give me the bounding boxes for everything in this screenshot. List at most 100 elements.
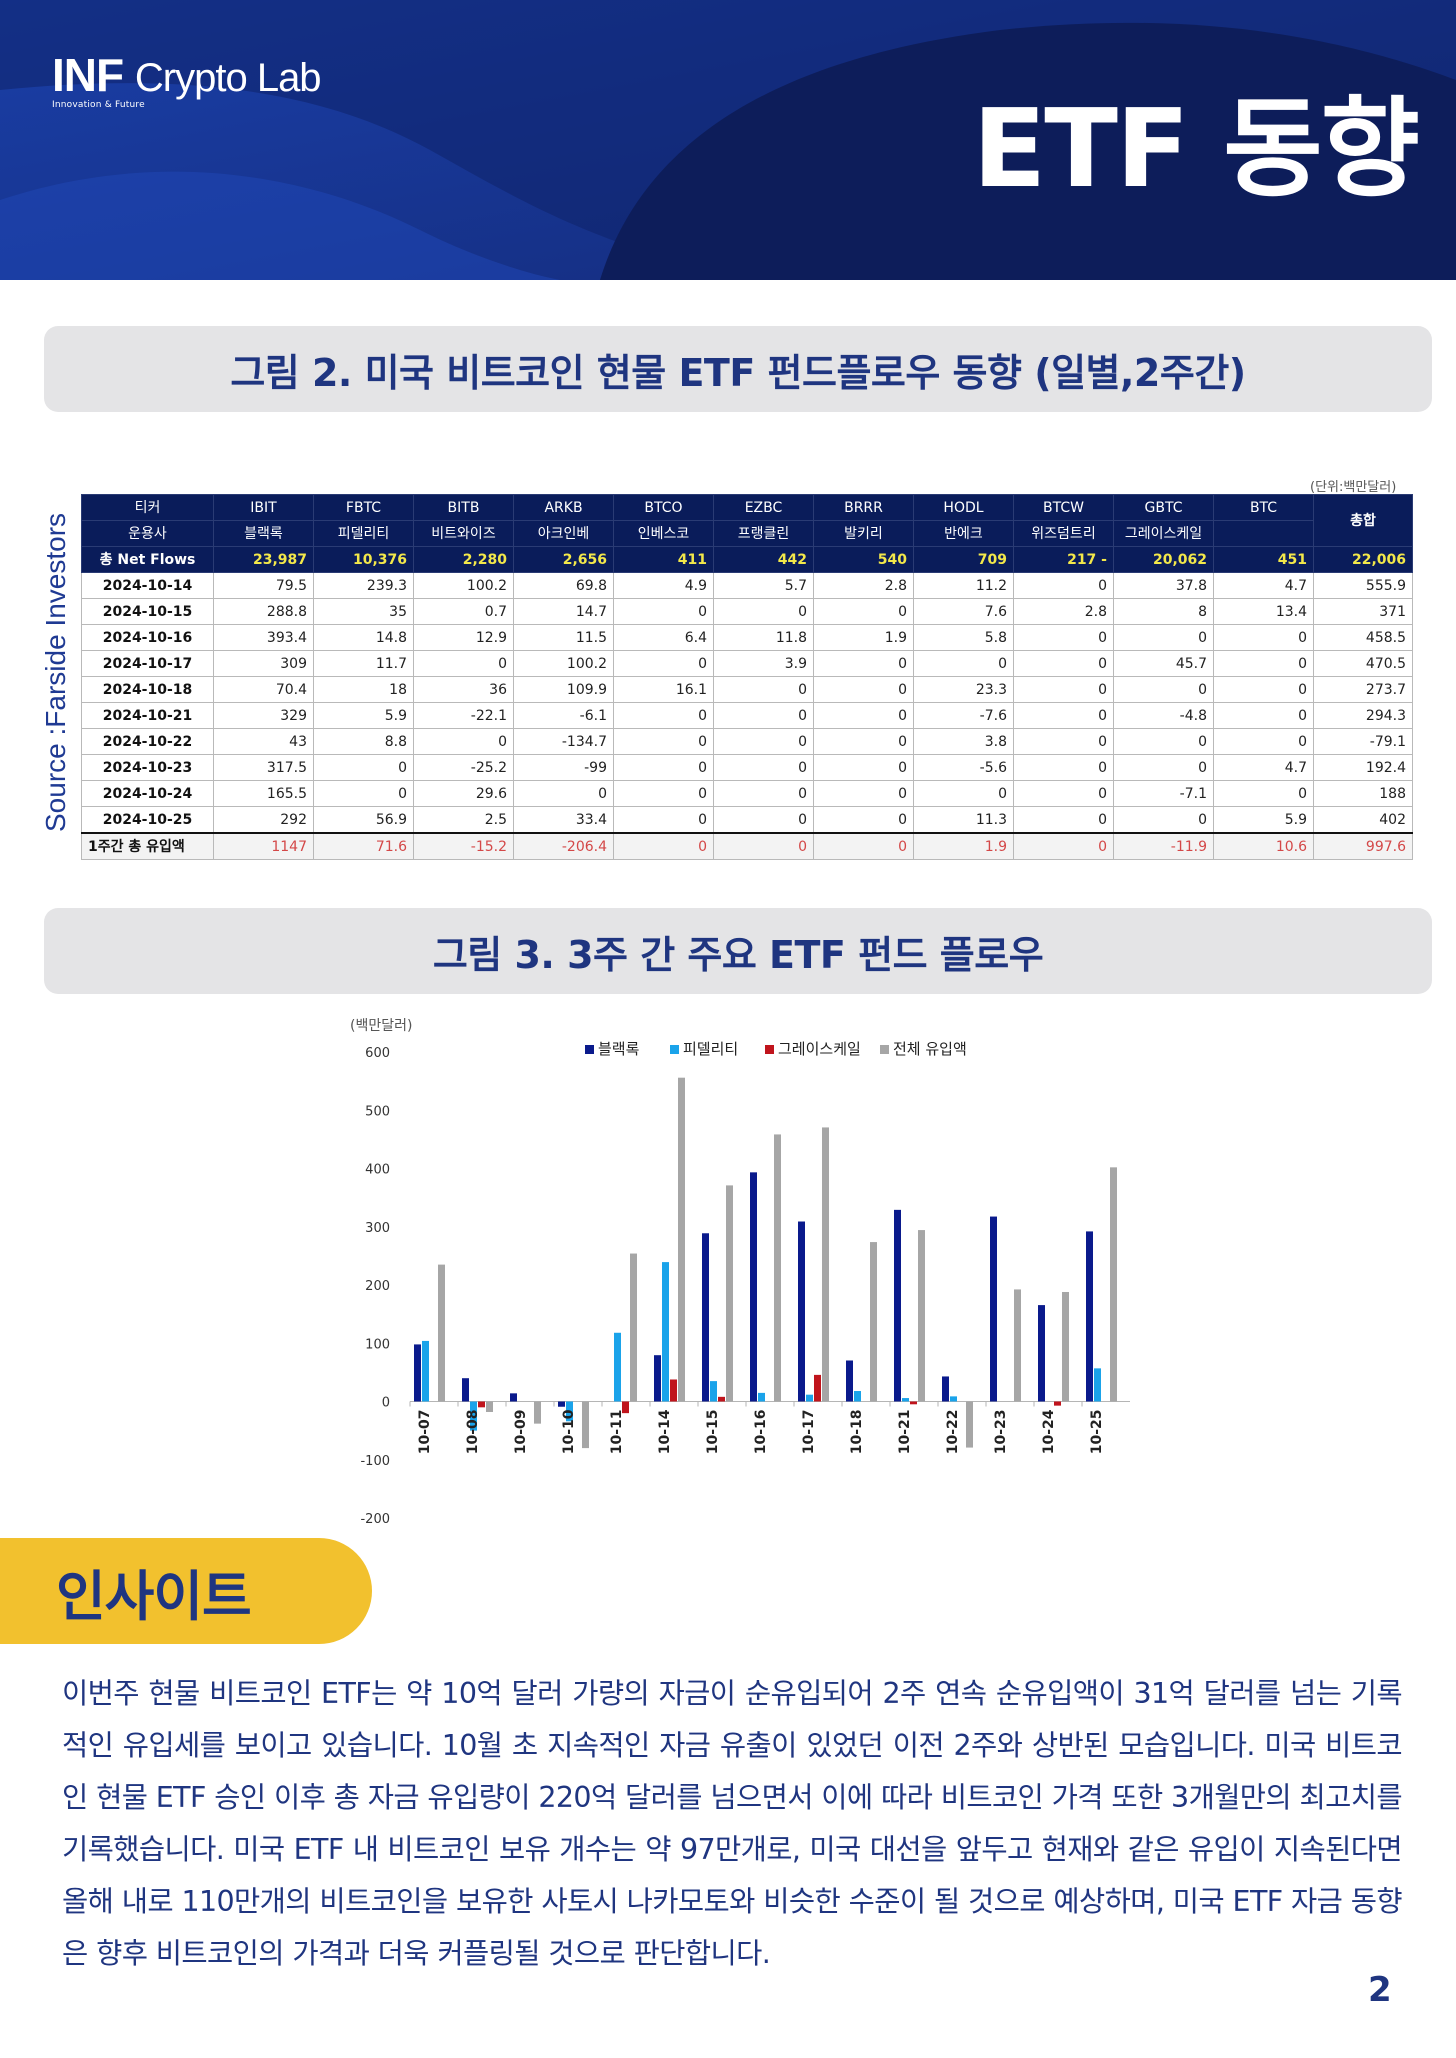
weekly-total-row: 1주간 총 유입액 1147 71.6 -15.2 -206.4 0 0 0 1.9 0 -11.…: [81, 832, 1413, 860]
table-cell: 11.8: [713, 624, 814, 651]
table-cell: 0: [613, 598, 714, 625]
table-cell: 0: [1213, 624, 1314, 651]
bar-블랙록: [990, 1216, 997, 1402]
table-cell: 56.9: [313, 806, 414, 834]
table-row: 2024-10-25 292 56.9 2.5 33.4 0 0 0 11.3 0 0 5.9 402: [81, 806, 1413, 834]
y-tick-label: 300: [365, 1221, 390, 1236]
legend-label: 피델리티: [683, 1040, 738, 1058]
table-cell: 100.2: [513, 650, 614, 677]
x-tick-label: 10-21: [897, 1410, 913, 1455]
y-tick-label: 400: [365, 1163, 390, 1178]
y-tick-label: 0: [382, 1396, 390, 1411]
ticker-header: ARKB: [513, 494, 614, 521]
ticker-header: FBTC: [313, 494, 414, 521]
insight-body: 이번주 현물 비트코인 ETF는 약 10억 달러 가량의 자금이 순유입되어 …: [62, 1677, 1403, 1970]
y-tick-label: 600: [365, 1046, 390, 1061]
bar-피델리티: [710, 1381, 717, 1402]
table-cell: -4.8: [1113, 702, 1214, 729]
x-tick-label: 10-09: [513, 1410, 529, 1455]
table-cell: 18: [313, 676, 414, 703]
insight-title: 인사이트: [56, 1564, 252, 1628]
table-cell: 37.8: [1113, 572, 1214, 599]
ticker-header: EZBC: [713, 494, 814, 521]
bar-피델리티: [422, 1340, 429, 1402]
bar-블랙록: [798, 1221, 805, 1402]
legend-label: 블랙록: [598, 1040, 640, 1058]
table-cell: 5.9: [313, 702, 414, 729]
bar-블랙록: [750, 1172, 757, 1402]
net-flow-value: 217 -: [1013, 546, 1114, 573]
table-cell: 4.9: [613, 572, 714, 599]
table-cell: 8.8: [313, 728, 414, 755]
table-cell: 0: [1113, 728, 1214, 755]
table-cell: 109.9: [513, 676, 614, 703]
bar-블랙록: [558, 1401, 565, 1407]
ticker-header: GBTC: [1113, 494, 1214, 521]
table-cell: -6.1: [513, 702, 614, 729]
issuer-header: 위즈덤트리: [1013, 520, 1114, 547]
table-cell: 3.8: [913, 728, 1014, 755]
page-title: ETF 동향: [972, 87, 1420, 212]
y-tick-label: -100: [360, 1454, 390, 1469]
table-row: 2024-10-23 317.5 0 -25.2 -99 0 0 0 -5.6 0 0 4.7 192.…: [81, 754, 1413, 781]
row-date: 2024-10-21: [81, 702, 214, 729]
bar-블랙록: [1038, 1305, 1045, 1402]
table-cell: 3.9: [713, 650, 814, 677]
table-row: 2024-10-14 79.5 239.3 100.2 69.8 4.9 5.7 2.8 11.…: [81, 572, 1413, 599]
bar-피델리티: [566, 1401, 573, 1422]
figure3-title-banner: 그림 3. 3주 간 주요 ETF 펀드 플로우: [44, 908, 1432, 994]
table-cell: 188: [1313, 780, 1413, 807]
bar-전체 유입액: [1014, 1289, 1021, 1402]
bar-블랙록: [510, 1393, 517, 1402]
table-cell: 16.1: [613, 676, 714, 703]
table-cell: 239.3: [313, 572, 414, 599]
table-cell: 11.5: [513, 624, 614, 651]
row-date: 2024-10-22: [81, 728, 214, 755]
table-cell: 402: [1313, 806, 1413, 834]
net-flow-value: 411: [613, 546, 714, 573]
page-number: 2: [1368, 1970, 1392, 2010]
table-cell: 0: [713, 676, 814, 703]
row-date: 2024-10-18: [81, 676, 214, 703]
ticker-header: IBIT: [213, 494, 314, 521]
table-cell: 0: [713, 598, 814, 625]
bar-블랙록: [654, 1355, 661, 1402]
bar-전체 유입액: [582, 1401, 589, 1449]
bar-전체 유입액: [918, 1230, 925, 1402]
bar-피델리티: [950, 1396, 957, 1402]
legend-label: 그레이스케일: [778, 1040, 861, 1058]
figure3-title: 그림 3. 3주 간 주요 ETF 펀드 플로우: [432, 932, 1044, 977]
table-cell: 11.2: [913, 572, 1014, 599]
table-row: 2024-10-18 70.4 18 36 109.9 16.1 0 0 23.3 0 0 0 273.…: [81, 676, 1413, 703]
net-flows-label: 총 Net Flows: [81, 546, 214, 573]
bar-블랙록: [462, 1378, 469, 1402]
table-cell: 0: [1013, 702, 1114, 729]
ticker-header: BTC: [1213, 494, 1314, 521]
bar-전체 유입액: [822, 1127, 829, 1402]
row-date: 2024-10-23: [81, 754, 214, 781]
legend-swatch: [585, 1045, 594, 1054]
y-tick-label: 100: [365, 1337, 390, 1352]
legend-label: 전체 유입액: [893, 1040, 967, 1058]
company-logo: INF Crypto Lab Innovation & Future: [52, 52, 322, 110]
logo-tagline: Innovation & Future: [52, 100, 145, 110]
y-tick-label: 500: [365, 1104, 390, 1119]
ticker-header: BTCO: [613, 494, 714, 521]
weekly-total-cell: 0: [813, 832, 914, 860]
table-cell: -22.1: [413, 702, 514, 729]
table-cell: 45.7: [1113, 650, 1214, 677]
net-flows-row: 총 Net Flows 23,987 10,376 2,280 2,656 411 442…: [81, 546, 1413, 573]
row-date: 2024-10-14: [81, 572, 214, 599]
table-cell: 0: [813, 780, 914, 807]
ticker-header: BTCW: [1013, 494, 1114, 521]
table-cell: 0: [1213, 650, 1314, 677]
table-cell: 0: [713, 780, 814, 807]
table-cell: 6.4: [613, 624, 714, 651]
etf-flow-bar-chart: (백만달러) -200 -100 0 100 200 300 400 500 600 블랙록 피델리티…: [350, 1018, 1130, 1527]
x-tick-label: 10-14: [657, 1409, 673, 1454]
table-cell: -5.6: [913, 754, 1014, 781]
bar-전체 유입액: [1110, 1167, 1117, 1402]
weekly-total-cell: 71.6: [313, 832, 414, 860]
page-header: INF Crypto Lab Innovation & Future ETF 동…: [0, 0, 1456, 280]
table-cell: 1.9: [813, 624, 914, 651]
